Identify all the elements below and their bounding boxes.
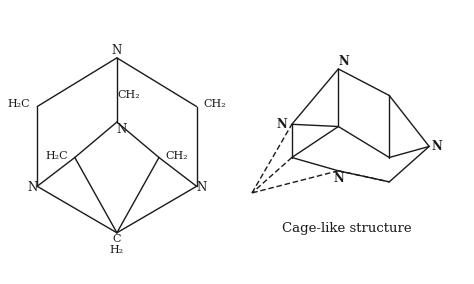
Text: Cage-like structure: Cage-like structure: [283, 222, 412, 235]
Text: N: N: [277, 118, 287, 131]
Text: H₂C: H₂C: [8, 99, 30, 109]
Text: C: C: [113, 234, 121, 244]
Text: CH₂: CH₂: [117, 90, 139, 100]
Text: N: N: [117, 123, 127, 136]
Text: H₂C: H₂C: [46, 151, 68, 161]
Text: N: N: [338, 55, 349, 68]
Text: N: N: [27, 181, 37, 194]
Text: N: N: [197, 181, 207, 194]
Text: CH₂: CH₂: [165, 151, 188, 161]
Text: N: N: [112, 44, 122, 57]
Text: CH₂: CH₂: [203, 99, 226, 109]
Text: N: N: [333, 172, 344, 185]
Text: N: N: [431, 140, 442, 153]
Text: H₂: H₂: [110, 245, 124, 255]
